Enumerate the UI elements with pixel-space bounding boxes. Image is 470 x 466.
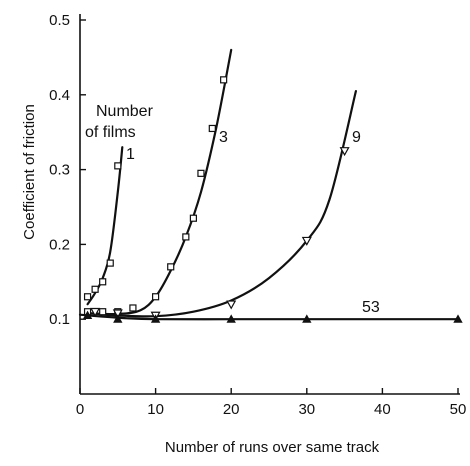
data-point-series-3 — [209, 125, 215, 131]
axes: 0 10 20 30 40 50 0.1 0.2 0.3 0.4 0.5 — [49, 12, 466, 418]
data-point-series-1 — [115, 163, 121, 169]
data-point-series-3 — [153, 294, 159, 300]
x-tick-label: 50 — [450, 401, 467, 418]
data-point-series-3 — [183, 234, 189, 240]
y-tick-label: 0.2 — [49, 236, 70, 253]
x-tick-label: 20 — [223, 401, 240, 418]
x-tick-label: 40 — [374, 401, 391, 418]
series-line-3 — [88, 50, 232, 314]
series-label-53: 53 — [362, 299, 380, 316]
y-tick-label: 0.3 — [49, 162, 70, 179]
y-tick-label: 0.5 — [49, 12, 70, 29]
legend-title-line1: Number — [96, 103, 154, 120]
data-point-series-1 — [92, 286, 98, 292]
data-point-series-9 — [227, 301, 235, 308]
data-point-series-3 — [130, 305, 136, 311]
series-label-9: 9 — [352, 129, 361, 146]
data-point-series-3 — [198, 170, 204, 176]
series-curves — [80, 50, 458, 319]
data-point-series-1 — [85, 294, 91, 300]
y-tick-label: 0.1 — [49, 311, 70, 328]
data-point-series-3 — [221, 77, 227, 83]
data-point-series-1 — [100, 279, 106, 285]
series-label-3: 3 — [219, 129, 228, 146]
y-axis-title: Coefficient of friction — [21, 104, 38, 240]
x-tick-label: 10 — [147, 401, 164, 418]
data-point-series-1 — [107, 260, 113, 266]
data-point-series-3 — [190, 215, 196, 221]
y-tick-label: 0.4 — [49, 87, 70, 104]
x-tick-label: 0 — [76, 401, 84, 418]
x-axis-title: Number of runs over same track — [165, 439, 380, 456]
data-point-series-3 — [100, 309, 106, 315]
series-label-1: 1 — [126, 146, 135, 163]
chart-labels: Number of films 1 3 9 53 Number of runs … — [21, 103, 380, 456]
x-tick-label: 30 — [298, 401, 315, 418]
legend-title-line2: of films — [85, 124, 136, 141]
data-point-series-3 — [168, 264, 174, 270]
